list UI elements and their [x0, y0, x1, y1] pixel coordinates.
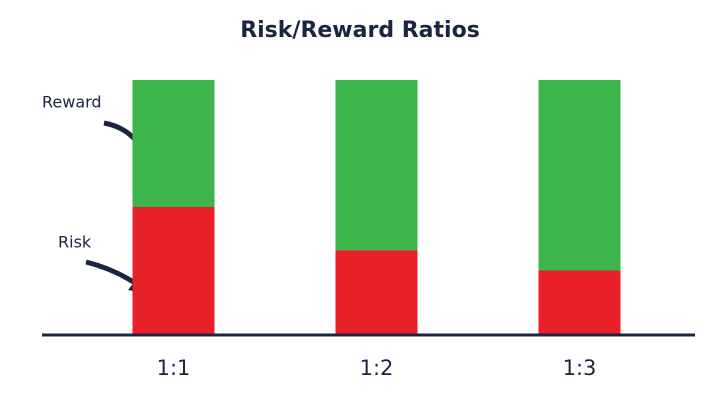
x-tick-label: 1:3 [563, 356, 597, 380]
risk-annotation: Risk [58, 233, 92, 252]
bar-segment [335, 250, 418, 334]
x-tick-label: 1:2 [360, 356, 394, 380]
bars [132, 80, 621, 334]
reward-annotation: Reward [42, 93, 102, 112]
bar-segment [132, 80, 215, 207]
chart-title: Risk/Reward Ratios [240, 18, 480, 43]
bar-segment [538, 270, 621, 334]
bar-segment [335, 80, 418, 251]
bar-segment [132, 207, 215, 334]
x-tick-label: 1:1 [157, 356, 191, 380]
bar-segment [538, 80, 621, 271]
